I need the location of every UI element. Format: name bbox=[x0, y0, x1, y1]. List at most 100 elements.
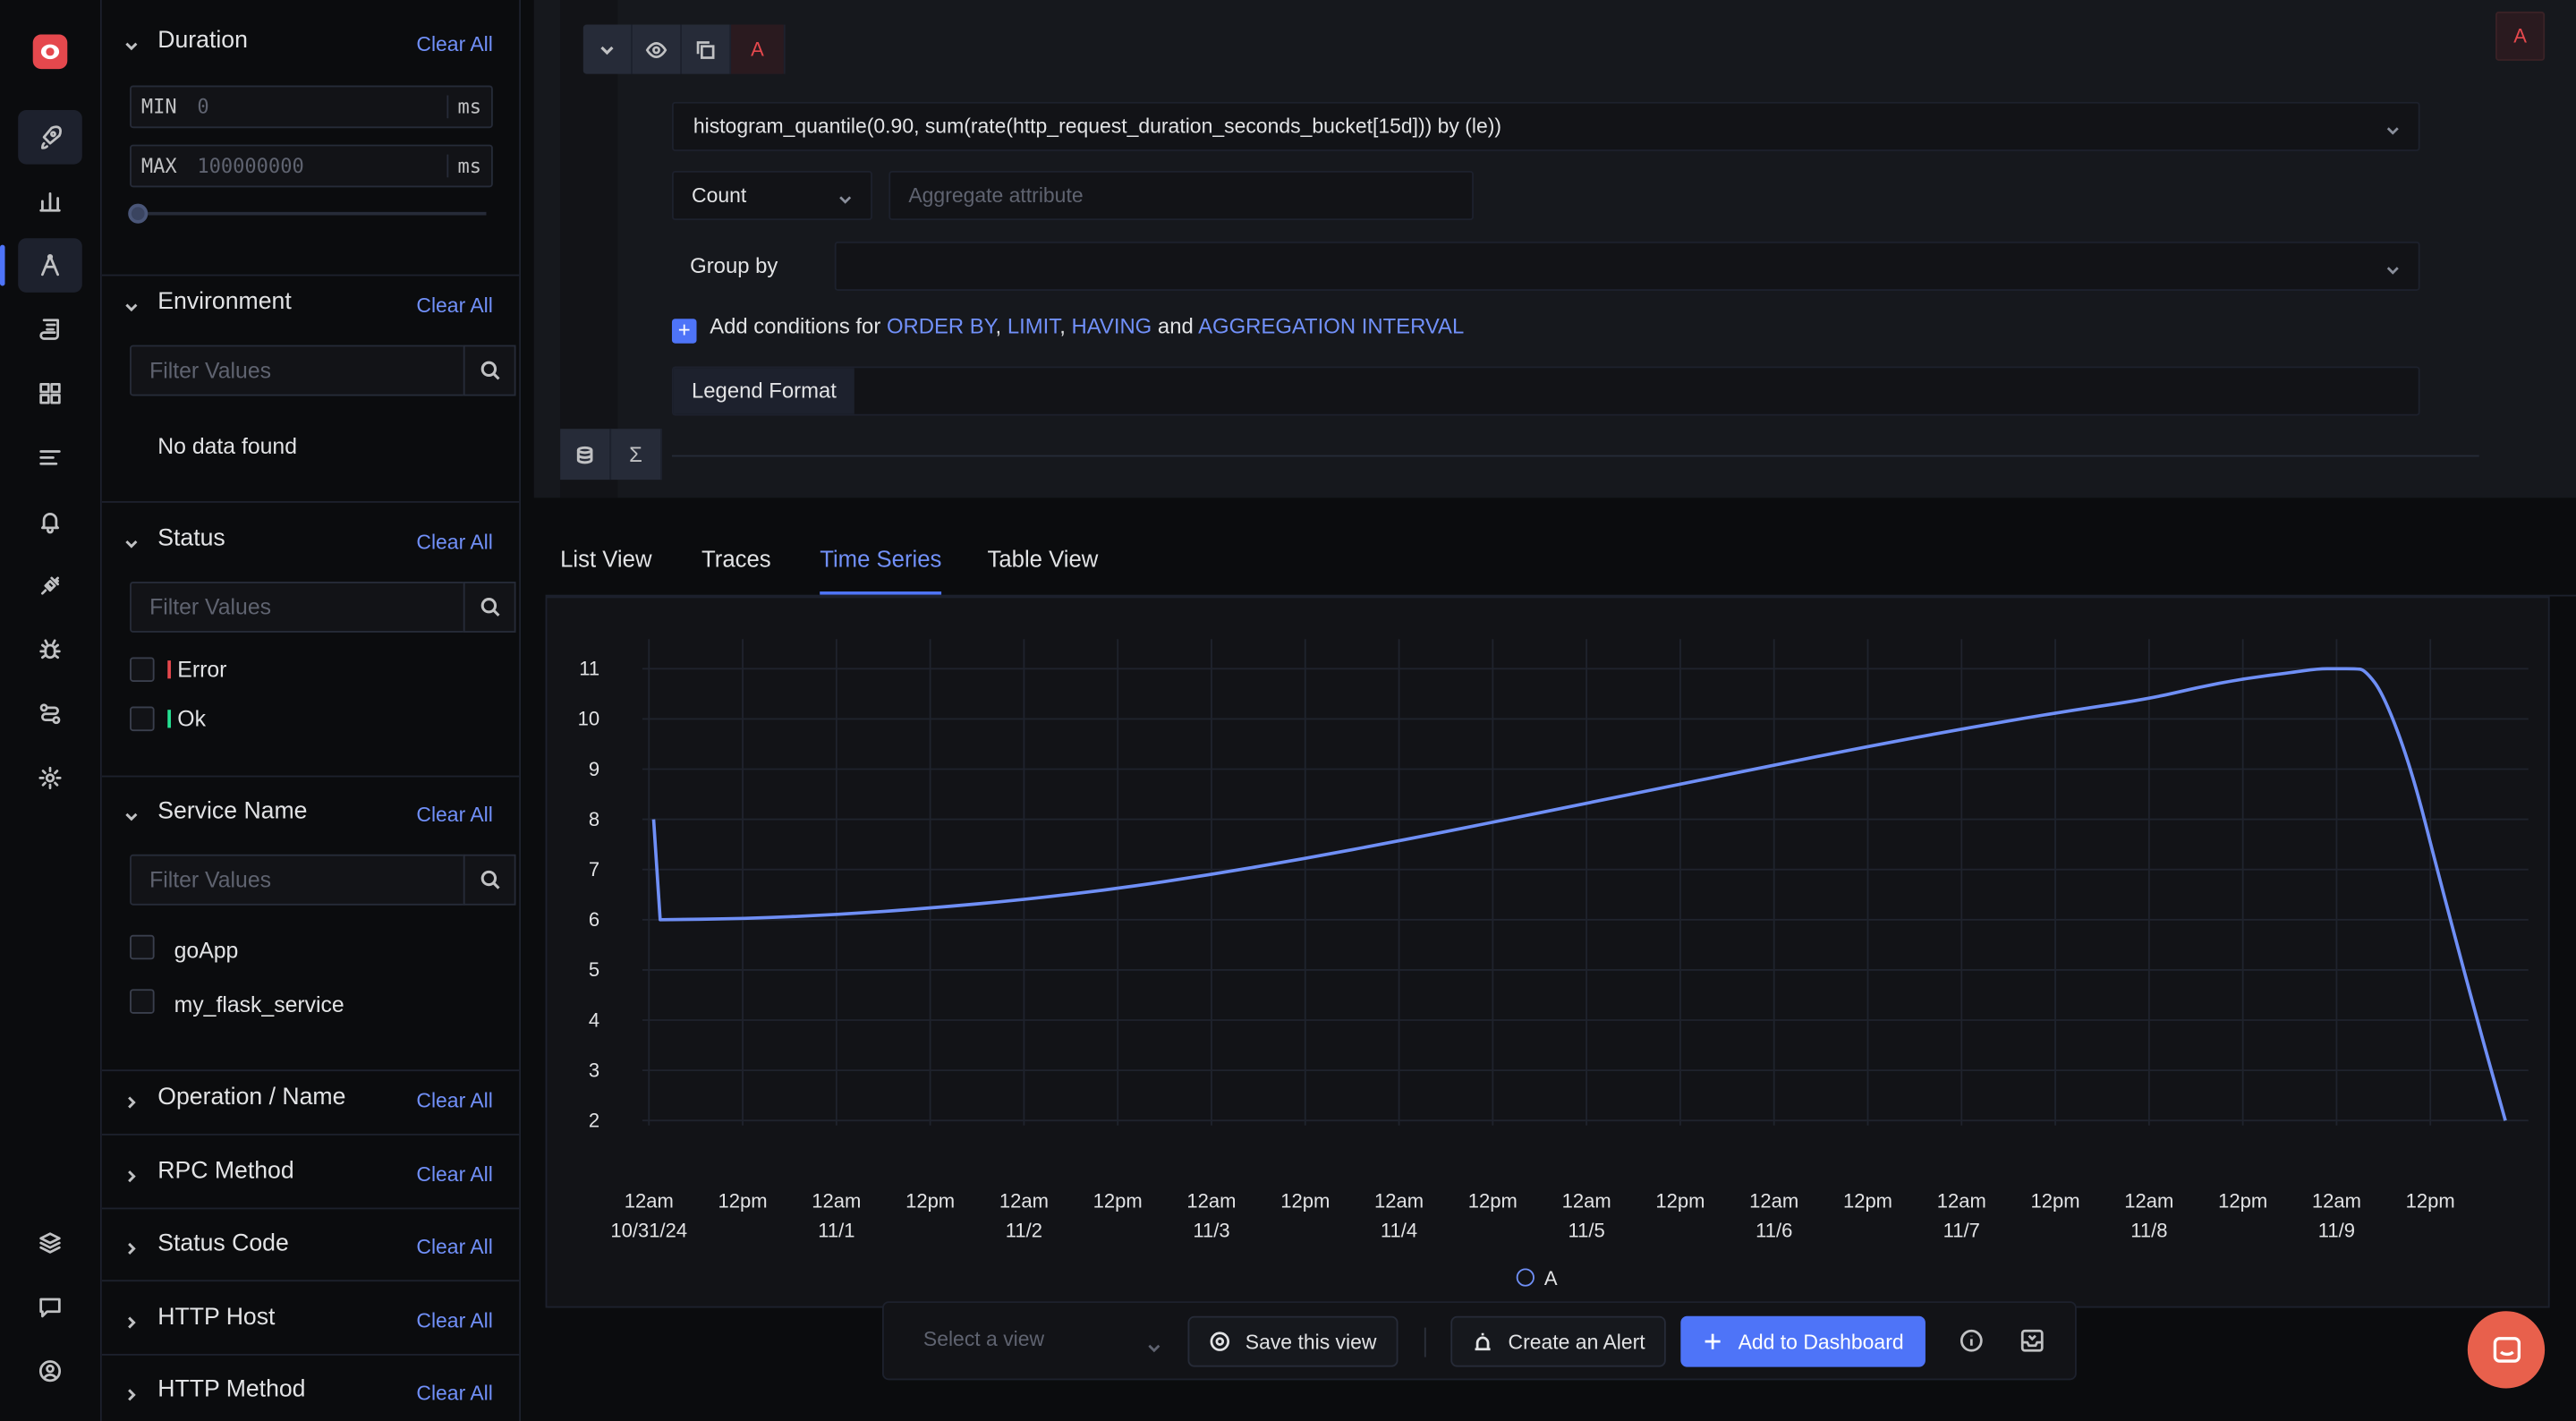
aggregate-operator-select[interactable]: Count bbox=[671, 170, 872, 221]
error-color-bar bbox=[167, 660, 171, 679]
save-view-button[interactable]: Save this view bbox=[1187, 1315, 1399, 1367]
service-filter-input[interactable]: Filter Values bbox=[130, 854, 465, 906]
environment-filter-input[interactable]: Filter Values bbox=[130, 345, 465, 396]
limit-link[interactable]: LIMIT bbox=[1007, 313, 1060, 339]
plus-icon[interactable]: + bbox=[671, 318, 697, 344]
promql-expression-input[interactable]: histogram_quantile(0.90, sum(rate(http_r… bbox=[671, 101, 2420, 151]
environment-search-button[interactable] bbox=[463, 345, 516, 396]
duration-max-input[interactable]: MAX 100000000 ms bbox=[130, 144, 493, 188]
nav-integrations[interactable] bbox=[18, 558, 82, 613]
filter-http-method[interactable]: HTTP Method Clear All bbox=[102, 1370, 519, 1421]
nav-alerts[interactable] bbox=[18, 495, 82, 549]
info-button[interactable] bbox=[1959, 1328, 1985, 1354]
support-chat-button[interactable] bbox=[2467, 1311, 2546, 1389]
status-search-button[interactable] bbox=[463, 581, 516, 633]
copy-icon bbox=[696, 40, 715, 58]
filter-environment-header[interactable]: Environment Clear All bbox=[102, 283, 519, 326]
y-tick-label: 2 bbox=[589, 1110, 599, 1132]
aggregate-attribute-input[interactable]: Aggregate attribute bbox=[888, 170, 1474, 221]
filter-duration-header[interactable]: Duration Clear All bbox=[102, 21, 519, 64]
x-tick-label: 12am bbox=[1749, 1190, 1798, 1213]
filter-title: Duration bbox=[157, 28, 248, 55]
nav-get-started[interactable] bbox=[18, 110, 82, 165]
filter-status: Status Clear All Filter Values Error Ok bbox=[101, 519, 520, 778]
add-to-dashboard-button[interactable]: Add to Dashboard bbox=[1680, 1315, 1926, 1367]
chart-legend[interactable]: A bbox=[1516, 1267, 1558, 1289]
filter-operation-name[interactable]: Operation / Name Clear All bbox=[101, 1077, 520, 1136]
nav-services[interactable] bbox=[18, 174, 82, 229]
nav-messaging[interactable] bbox=[18, 430, 82, 485]
chevron-right-icon bbox=[128, 1242, 136, 1255]
aggregation-interval-link[interactable]: AGGREGATION INTERVAL bbox=[1198, 313, 1465, 339]
nav-settings[interactable] bbox=[18, 751, 82, 805]
chart-svg: 2 3 4 5 6 7 8 9 10 11 12am 10/31/24 12pm 12am 11/1 12pm… bbox=[578, 639, 2529, 1242]
clear-all-link[interactable]: Clear All bbox=[416, 1235, 493, 1259]
x-tick-date-label: 11/3 bbox=[1193, 1220, 1229, 1242]
chevron-right-icon bbox=[128, 1096, 136, 1109]
status-error-checkbox[interactable] bbox=[130, 657, 155, 682]
min-label: MIN bbox=[140, 95, 177, 119]
x-tick-label: 12pm bbox=[2218, 1190, 2267, 1213]
clear-all-link[interactable]: Clear All bbox=[416, 803, 493, 827]
bug-icon bbox=[39, 639, 61, 659]
duration-slider-handle[interactable] bbox=[128, 203, 149, 224]
tab-time-series[interactable]: Time Series bbox=[820, 545, 942, 595]
query-side-badge[interactable]: A bbox=[2495, 11, 2546, 61]
duration-slider-track[interactable] bbox=[138, 211, 487, 216]
clear-all-link[interactable]: Clear All bbox=[416, 1309, 493, 1333]
view-select[interactable]: Select a view bbox=[922, 1327, 1045, 1351]
ok-color-bar bbox=[167, 710, 171, 728]
nav-profile[interactable] bbox=[18, 1344, 82, 1399]
filter-http-host[interactable]: HTTP Host Clear All bbox=[101, 1298, 520, 1356]
filter-title: HTTP Method bbox=[157, 1376, 306, 1404]
query-name-badge[interactable]: A bbox=[731, 24, 786, 74]
tab-traces[interactable]: Traces bbox=[701, 545, 771, 572]
conditions-and: and bbox=[1157, 313, 1194, 339]
status-filter-input[interactable]: Filter Values bbox=[130, 581, 465, 633]
clear-all-link[interactable]: Clear All bbox=[416, 531, 493, 554]
service-search-button[interactable] bbox=[463, 854, 516, 906]
inbox-icon bbox=[2020, 1329, 2044, 1352]
nav-workspace[interactable] bbox=[18, 1216, 82, 1271]
nav-dashboards[interactable] bbox=[18, 366, 82, 421]
nav-traces[interactable] bbox=[0, 238, 82, 293]
legend-format-input[interactable]: Legend Format bbox=[671, 366, 2420, 416]
filter-rpc-method[interactable]: RPC Method Clear All bbox=[101, 1152, 520, 1210]
nav-logs[interactable] bbox=[18, 302, 82, 357]
filter-service-header[interactable]: Service Name Clear All bbox=[102, 792, 519, 835]
filter-status-header[interactable]: Status Clear All bbox=[102, 519, 519, 562]
add-query-button[interactable] bbox=[560, 429, 612, 481]
toggle-visibility-button[interactable] bbox=[633, 24, 682, 74]
copy-query-button[interactable] bbox=[682, 24, 732, 74]
nav-pipelines[interactable] bbox=[18, 686, 82, 741]
clear-all-link[interactable]: Clear All bbox=[416, 294, 493, 318]
logo-icon[interactable] bbox=[32, 34, 68, 70]
filter-status-code[interactable]: Status Code Clear All bbox=[101, 1224, 520, 1282]
group-by-select[interactable] bbox=[834, 241, 2420, 291]
search-icon bbox=[480, 870, 499, 889]
duration-min-input[interactable]: MIN 0 ms bbox=[130, 85, 493, 129]
x-tick-label: 12am bbox=[812, 1190, 861, 1213]
draw-icon bbox=[41, 253, 59, 277]
tab-list-view[interactable]: List View bbox=[560, 545, 652, 572]
filter-duration: Duration Clear All MIN 0 ms MAX 10000000… bbox=[101, 21, 520, 277]
status-ok-checkbox[interactable] bbox=[130, 706, 155, 732]
x-tick-label: 12pm bbox=[1843, 1190, 1892, 1213]
clear-all-link[interactable]: Clear All bbox=[416, 1089, 493, 1113]
x-tick-label: 12am bbox=[2124, 1190, 2173, 1213]
collapse-query-button[interactable] bbox=[583, 24, 633, 74]
filter-title: RPC Method bbox=[157, 1158, 294, 1185]
create-alert-button[interactable]: Create an Alert bbox=[1450, 1315, 1667, 1367]
nav-exceptions[interactable] bbox=[18, 623, 82, 677]
nav-support[interactable] bbox=[18, 1280, 82, 1334]
clear-all-link[interactable]: Clear All bbox=[416, 32, 493, 56]
tab-table-view[interactable]: Table View bbox=[987, 545, 1099, 572]
service-goapp-checkbox[interactable] bbox=[130, 934, 155, 960]
service-flask-checkbox[interactable] bbox=[130, 989, 155, 1014]
clear-all-link[interactable]: Clear All bbox=[416, 1162, 493, 1187]
order-by-link[interactable]: ORDER BY bbox=[886, 313, 996, 339]
export-button[interactable] bbox=[2019, 1328, 2045, 1354]
clear-all-link[interactable]: Clear All bbox=[416, 1382, 493, 1405]
having-link[interactable]: HAVING bbox=[1071, 313, 1152, 339]
add-formula-button[interactable]: Σ bbox=[611, 429, 662, 481]
